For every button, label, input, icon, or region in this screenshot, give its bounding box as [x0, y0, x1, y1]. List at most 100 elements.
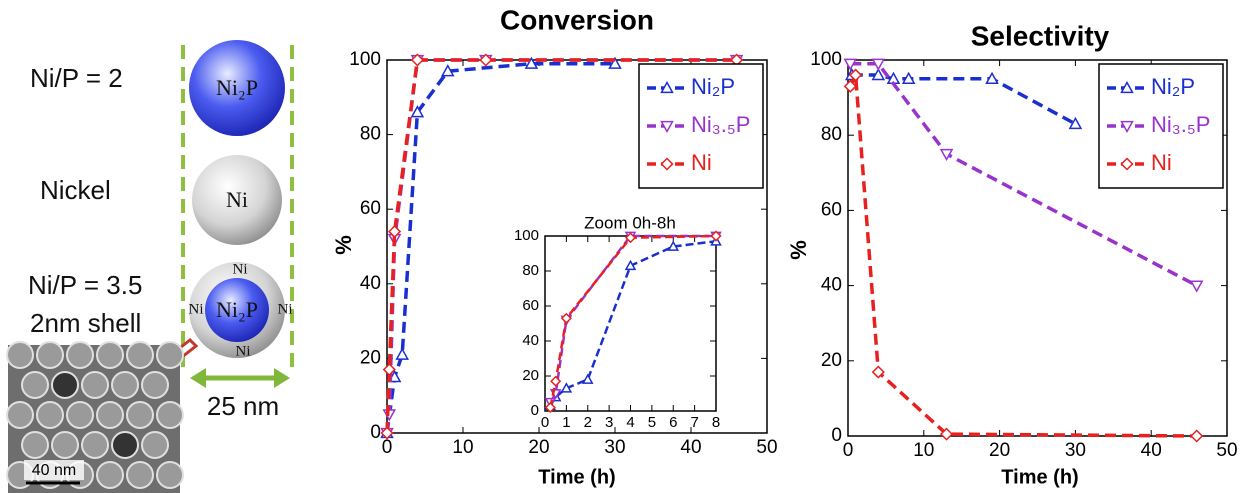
particle [141, 431, 169, 459]
particle [141, 371, 169, 399]
particle [6, 341, 34, 369]
sphere-label: Ni₂P [216, 297, 258, 322]
y-tick-label: 60 [522, 297, 539, 314]
shell-label: Ni [233, 261, 248, 277]
x-tick-label: 30 [1065, 440, 1086, 461]
y-tick-label: 0 [370, 422, 381, 443]
sphere [189, 40, 285, 136]
x-tick-label: 40 [680, 437, 701, 458]
marker [1190, 429, 1204, 443]
particle [96, 461, 124, 489]
chart-title: Conversion [500, 4, 654, 35]
marker [1120, 120, 1134, 134]
marker [871, 67, 886, 81]
x-tick-label: 50 [1216, 440, 1237, 461]
y-tick-label: 40 [522, 332, 539, 349]
marker [410, 53, 424, 67]
particle [126, 341, 154, 369]
marker [939, 427, 954, 441]
marker [1068, 116, 1083, 130]
series-line [385, 58, 737, 434]
y-axis-label: % [331, 235, 356, 255]
particle [126, 461, 154, 489]
y-tick-label: 60 [360, 198, 381, 219]
diagram: Ni/P = 2 Nickel Ni/P = 3.5 2nm shell Ni₂… [6, 40, 294, 493]
y-tick-label: 80 [522, 262, 539, 279]
particle [21, 371, 49, 399]
x-tick-label: 5 [648, 414, 656, 431]
legend [638, 63, 764, 189]
particle [6, 401, 34, 429]
scale-bg [24, 460, 84, 480]
sphere-label: Ni [226, 187, 248, 212]
arrow-head [190, 368, 206, 388]
particle [51, 431, 79, 459]
particle [36, 401, 64, 429]
marker [1189, 280, 1204, 293]
legend-label: Ni₃.₅P [1151, 112, 1210, 137]
x-tick-label: 3 [605, 414, 613, 431]
particle [81, 431, 109, 459]
marker [660, 80, 674, 94]
x-tick-label: 20 [989, 440, 1010, 461]
chart-title: Selectivity [971, 20, 1110, 51]
marker [524, 56, 539, 69]
legend-label: Ni₃.₅P [691, 112, 750, 137]
marker [608, 56, 622, 69]
label: Nickel [40, 175, 111, 205]
marker [395, 347, 409, 360]
x-tick-label: 0 [843, 440, 854, 461]
x-tick-label: 6 [669, 414, 677, 431]
marker [710, 230, 722, 242]
x-tick-label: 4 [626, 414, 634, 431]
y-tick-label: 100 [514, 227, 539, 244]
dimension-label: 25 nm [207, 391, 279, 421]
marker [382, 363, 396, 377]
marker [581, 373, 594, 384]
y-axis-label: % [786, 240, 811, 260]
marker [388, 225, 402, 239]
particle [36, 341, 64, 369]
y-tick-label: 100 [810, 49, 842, 70]
label: 2nm shell [30, 308, 141, 338]
marker [624, 232, 637, 244]
legend-label: Ni₂P [1151, 74, 1195, 99]
marker [1120, 80, 1134, 94]
particle [156, 461, 184, 489]
x-axis-label: Time (h) [538, 466, 615, 488]
y-tick-label: 60 [821, 199, 842, 220]
shell-label: Ni [189, 301, 204, 317]
sphere [192, 155, 282, 245]
series-line [851, 73, 1077, 126]
particle [156, 341, 184, 369]
legend-label: Ni [1151, 150, 1172, 175]
x-tick-label: 50 [756, 437, 777, 458]
marker [380, 426, 394, 440]
x-tick-label: 40 [1141, 440, 1162, 461]
legend-label: Ni₂P [691, 74, 735, 99]
x-tick-label: 0 [382, 437, 393, 458]
particle [21, 431, 49, 459]
particle [96, 401, 124, 429]
legend [1098, 63, 1224, 189]
x-tick-label: 10 [913, 440, 934, 461]
sphere-label: Ni₂P [216, 75, 258, 100]
marker [479, 53, 493, 67]
particle [156, 401, 184, 429]
series-line [850, 62, 1198, 288]
legend-label: Ni [691, 150, 712, 175]
x-tick-label: 7 [690, 414, 698, 431]
particle [111, 431, 139, 459]
y-tick-label: 0 [531, 402, 539, 419]
marker [849, 68, 863, 82]
x-tick-label: 30 [604, 437, 625, 458]
marker [550, 375, 562, 387]
x-tick-label: 2 [584, 414, 592, 431]
marker [1120, 157, 1134, 171]
x-tick-label: 8 [712, 414, 720, 431]
y-tick-label: 100 [349, 49, 381, 70]
x-tick-label: 10 [452, 437, 473, 458]
marker [871, 365, 885, 379]
particle [111, 371, 139, 399]
y-tick-label: 20 [360, 347, 381, 368]
